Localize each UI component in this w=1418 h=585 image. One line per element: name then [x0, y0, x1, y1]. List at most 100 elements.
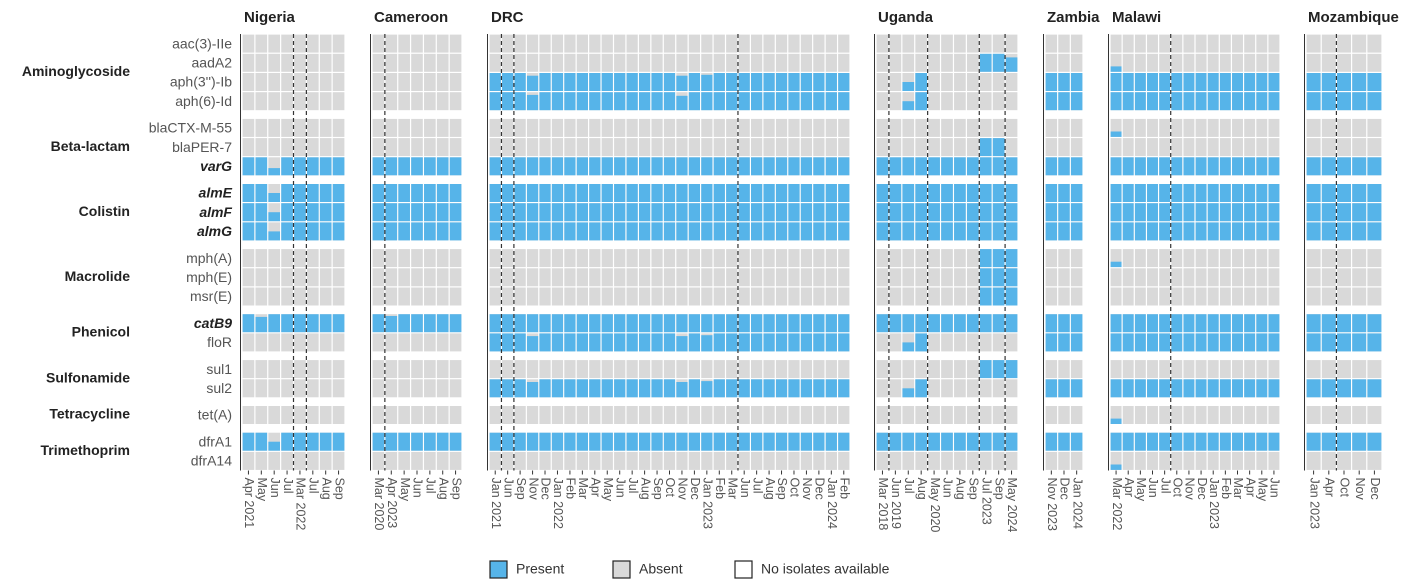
x-tick-label: Apr 2023 — [385, 478, 399, 529]
cell-background — [306, 287, 319, 306]
cell-background — [1367, 249, 1382, 268]
cell — [385, 316, 398, 333]
x-tick-label: Jul — [307, 478, 321, 494]
x-tick-label: Jul — [1158, 478, 1172, 494]
cell — [676, 314, 688, 333]
cell-background — [564, 451, 576, 470]
x-tick-label: Jun — [613, 478, 627, 498]
cell — [788, 73, 800, 91]
cell-background — [576, 287, 588, 306]
cell — [1045, 92, 1058, 111]
cell-background — [1244, 268, 1256, 287]
cell-background — [663, 268, 676, 287]
cell — [1159, 157, 1171, 176]
cell-background — [1045, 406, 1058, 424]
cell — [526, 203, 539, 222]
cell — [676, 95, 688, 111]
cell — [1183, 92, 1195, 111]
cell-background — [268, 34, 281, 53]
cell-background — [966, 287, 979, 306]
cell-background — [372, 34, 385, 53]
cell-background — [800, 249, 813, 268]
cell-background — [638, 249, 651, 268]
cell — [1171, 157, 1183, 176]
cell-background — [398, 379, 410, 398]
cell — [372, 184, 385, 202]
x-tick-label: Oct — [1170, 478, 1184, 498]
cell — [676, 157, 688, 176]
cell-background — [954, 249, 966, 268]
cell — [979, 249, 992, 268]
cell-background — [738, 406, 750, 424]
group-label: Beta-lactam — [51, 138, 130, 154]
cell — [825, 203, 837, 222]
cell-background — [676, 138, 688, 157]
cell-background — [564, 406, 576, 424]
cell-background — [954, 406, 966, 424]
cell-background — [614, 287, 626, 306]
cell-background — [398, 53, 410, 72]
cell — [688, 379, 701, 398]
cell — [539, 203, 551, 222]
cell-background — [1337, 451, 1351, 470]
cell-background — [1147, 268, 1158, 287]
cell-background — [902, 406, 915, 424]
cell-background — [876, 333, 889, 352]
cell-background — [306, 53, 319, 72]
cell — [614, 203, 626, 222]
cell — [589, 203, 601, 222]
cell-background — [424, 34, 436, 53]
cell-background — [800, 138, 813, 157]
cell-background — [966, 34, 979, 53]
cell — [1147, 203, 1158, 222]
cell — [551, 222, 564, 241]
cell-background — [398, 249, 410, 268]
cell-background — [788, 53, 800, 72]
cell-background — [1207, 451, 1219, 470]
cell — [738, 157, 750, 176]
cell-background — [332, 406, 345, 424]
cell — [589, 92, 601, 111]
cell-background — [539, 268, 551, 287]
cell-background — [626, 451, 638, 470]
cell — [1367, 73, 1382, 91]
cell-background — [576, 406, 588, 424]
x-tick-label: Mar 2022 — [294, 478, 308, 531]
cell — [424, 432, 436, 451]
cell-background — [928, 451, 940, 470]
cell-background — [398, 34, 410, 53]
cell-background — [941, 406, 953, 424]
cell — [255, 157, 268, 176]
cell-background — [992, 333, 1005, 352]
cell — [551, 184, 564, 202]
cell — [319, 157, 332, 176]
cell-background — [411, 53, 423, 72]
cell-background — [751, 406, 763, 424]
cell — [1134, 222, 1146, 241]
cell — [876, 203, 889, 222]
cell — [589, 157, 601, 176]
cell-background — [551, 268, 564, 287]
cell-background — [1058, 249, 1070, 268]
cell — [372, 432, 385, 451]
cell-background — [281, 118, 293, 137]
cell — [551, 157, 564, 176]
cell-background — [992, 73, 1005, 91]
cell — [424, 203, 436, 222]
cell-background — [268, 333, 281, 352]
cell — [1171, 92, 1183, 111]
cell — [1337, 157, 1351, 176]
cell-background — [915, 287, 928, 306]
cell — [514, 222, 526, 241]
cell — [800, 92, 813, 111]
cell — [688, 203, 701, 222]
cell — [726, 157, 738, 176]
cell-background — [1306, 53, 1321, 72]
cell — [813, 157, 825, 176]
x-tick-label: Jun — [1146, 478, 1160, 498]
cell-background — [489, 249, 501, 268]
cell — [1352, 157, 1367, 176]
cell — [775, 222, 788, 241]
cell — [1147, 379, 1158, 398]
cell — [1070, 184, 1083, 202]
